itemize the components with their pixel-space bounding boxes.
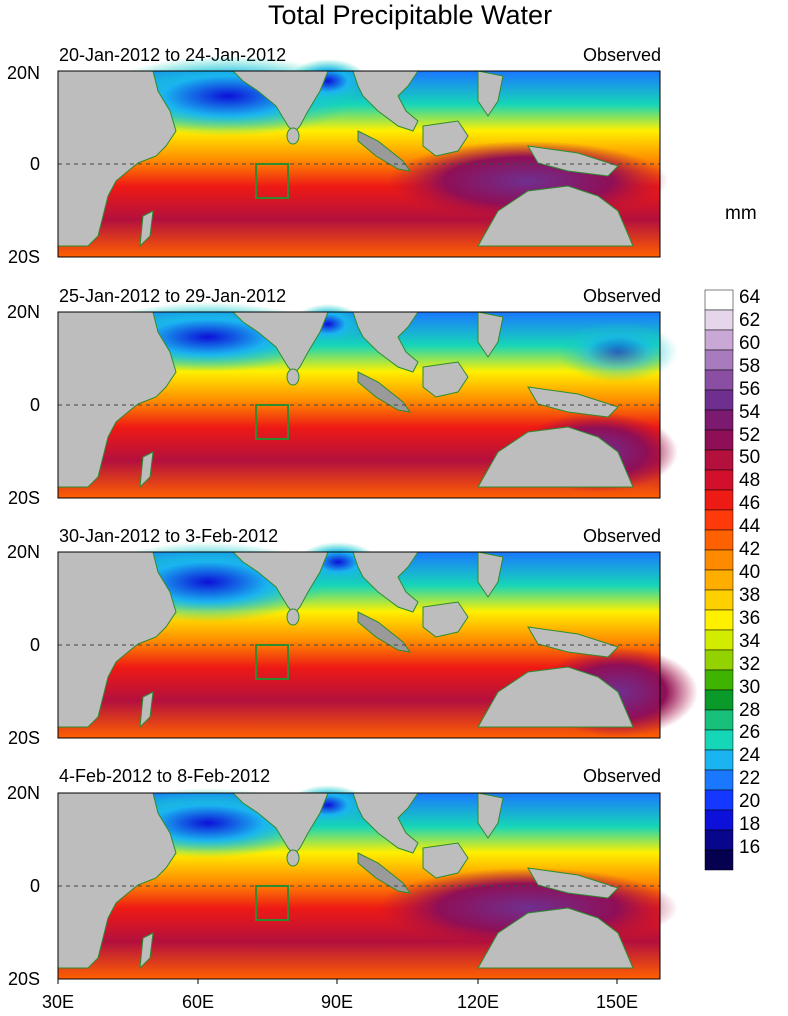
lat-label-20n: 20N — [6, 302, 40, 322]
map-panel-3 — [57, 542, 698, 739]
colorbar-label: 58 — [739, 355, 761, 377]
chart-title: Total Precipitable Water — [267, 0, 553, 30]
colorbar-label: 54 — [739, 401, 761, 423]
colorbar-swatch — [704, 669, 734, 691]
colorbar-swatch — [704, 729, 734, 751]
colorbar-swatch — [704, 689, 734, 711]
lat-label-20n: 20N — [6, 542, 40, 562]
colorbar-swatch — [704, 809, 734, 831]
lat-label-0: 0 — [29, 876, 40, 896]
lon-label-30e: 30E — [41, 992, 75, 1012]
colorbar-swatch — [704, 529, 734, 551]
colorbar-swatch — [704, 589, 734, 611]
panel-3-period: 30-Jan-2012 to 3-Feb-2012 — [59, 526, 279, 546]
lon-label-60e: 60E — [181, 992, 215, 1012]
colorbar-label: 26 — [739, 722, 761, 744]
lat-label-0: 0 — [29, 635, 40, 655]
colorbar-label: 16 — [739, 837, 761, 858]
unit-label: mm — [725, 203, 757, 224]
lon-label-120e: 120E — [456, 992, 500, 1012]
colorbar-label: 40 — [739, 562, 761, 583]
lat-label-20s: 20S — [7, 969, 40, 989]
colorbar-label: 56 — [739, 378, 761, 400]
colorbar-label: 30 — [739, 676, 761, 698]
colorbar-label: 48 — [739, 470, 761, 492]
colorbar-swatch — [704, 789, 734, 811]
colorbar-label: 22 — [739, 768, 761, 790]
panel-4-status: Observed — [582, 766, 661, 786]
panel-2-period: 25-Jan-2012 to 29-Jan-2012 — [59, 286, 287, 306]
colorbar-swatch — [704, 709, 734, 731]
colorbar-label: 42 — [739, 539, 761, 561]
colorbar-swatch — [704, 289, 734, 311]
colorbar-swatch — [704, 449, 734, 471]
colorbar-swatch — [704, 769, 734, 791]
colorbar-swatch — [704, 849, 734, 871]
lat-label-0: 0 — [29, 154, 40, 174]
lon-ticks — [57, 979, 618, 984]
colorbar-label: 60 — [739, 332, 761, 354]
colorbar-label: 36 — [739, 607, 761, 629]
colorbar-label: 24 — [739, 745, 761, 767]
colorbar-label: 44 — [739, 516, 761, 538]
colorbar-label: 38 — [739, 584, 761, 606]
colorbar-label: 18 — [739, 814, 761, 836]
panel-1-status: Observed — [582, 45, 661, 65]
colorbar-swatch — [704, 469, 734, 491]
lat-label-20n: 20N — [6, 63, 40, 83]
lat-label-20s: 20S — [7, 247, 40, 267]
panel-2-status: Observed — [582, 286, 661, 306]
colorbar-swatch — [704, 309, 734, 331]
colorbar — [704, 289, 734, 871]
colorbar-label: 32 — [739, 653, 761, 675]
colorbar-swatch — [704, 369, 734, 391]
colorbar-swatch — [704, 429, 734, 451]
colorbar-label: 20 — [739, 791, 761, 813]
colorbar-label: 34 — [739, 630, 761, 652]
colorbar-label: 62 — [739, 309, 761, 331]
lat-label-20s: 20S — [7, 728, 40, 748]
colorbar-swatch — [704, 389, 734, 411]
lat-label-20n: 20N — [6, 783, 40, 803]
colorbar-swatch — [704, 609, 734, 631]
colorbar-swatch — [704, 409, 734, 431]
colorbar-swatch — [704, 829, 734, 851]
colorbar-swatch — [704, 549, 734, 571]
map-panel-1 — [57, 56, 668, 258]
colorbar-swatch — [704, 349, 734, 371]
colorbar-swatch — [704, 489, 734, 511]
colorbar-label: 50 — [739, 447, 761, 469]
lon-label-150e: 150E — [595, 992, 639, 1012]
lon-label-90e: 90E — [320, 992, 354, 1012]
colorbar-swatch — [704, 649, 734, 671]
map-panel-4 — [57, 785, 678, 980]
colorbar-label: 46 — [739, 493, 761, 515]
colorbar-swatch — [704, 749, 734, 771]
lat-label-0: 0 — [29, 395, 40, 415]
colorbar-swatch — [704, 509, 734, 531]
panel-4-period: 4-Feb-2012 to 8-Feb-2012 — [59, 766, 271, 786]
panel-3-status: Observed — [582, 526, 661, 546]
lat-label-20s: 20S — [7, 488, 40, 508]
colorbar-label: 64 — [739, 287, 761, 308]
colorbar-swatch — [704, 629, 734, 651]
colorbar-swatch — [704, 569, 734, 591]
colorbar-label: 52 — [739, 424, 761, 446]
map-panel-2 — [57, 302, 678, 499]
colorbar-swatch — [704, 329, 734, 351]
colorbar-label: 28 — [739, 699, 761, 721]
